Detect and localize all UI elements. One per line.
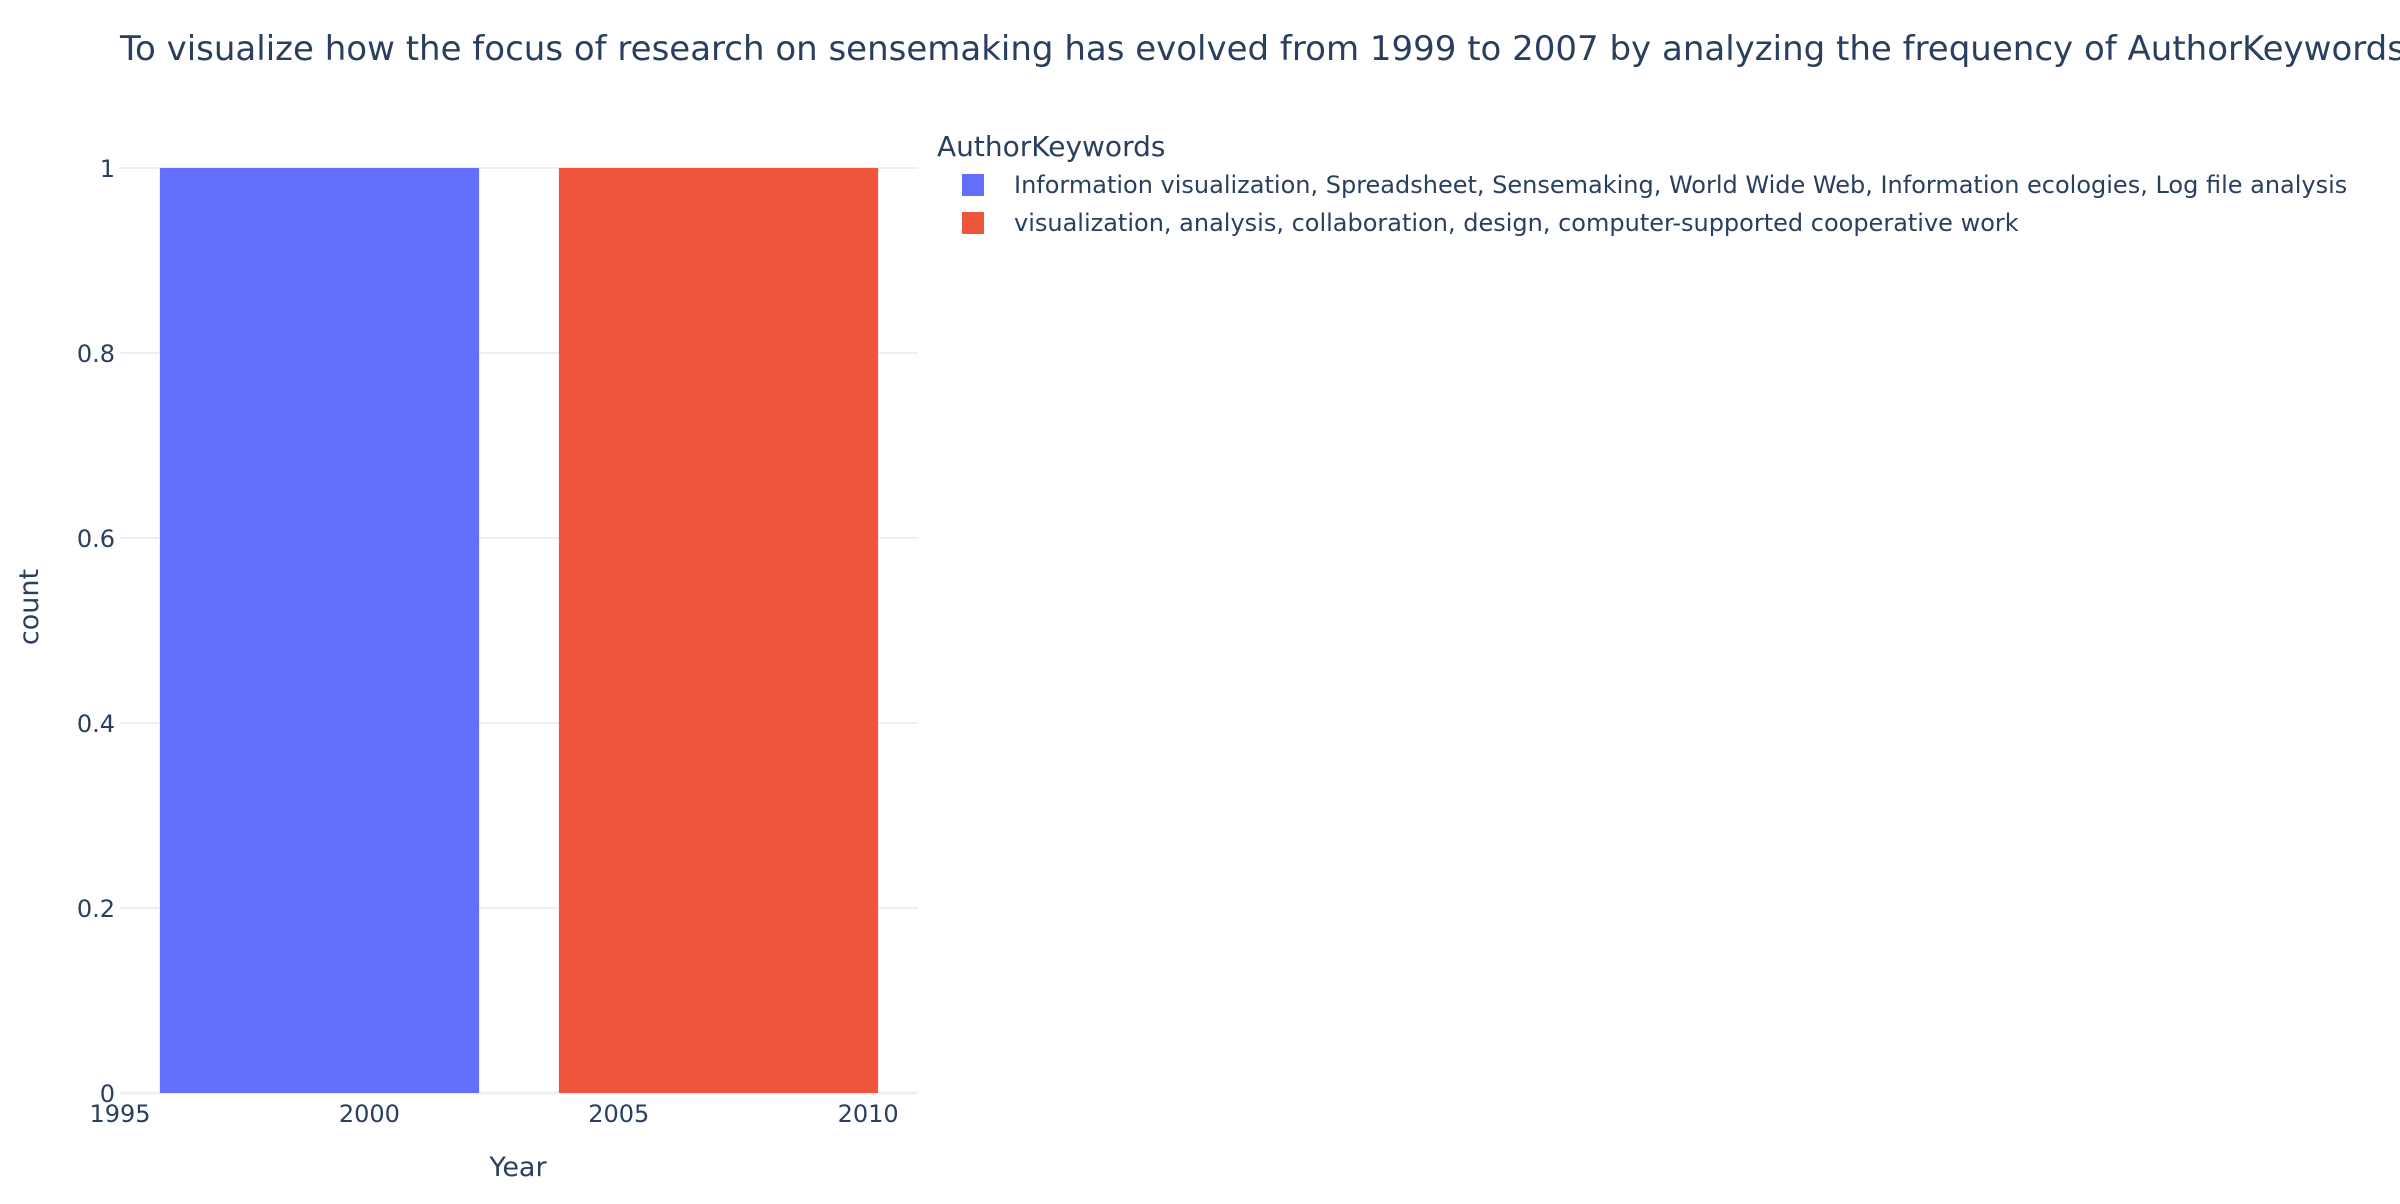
y-tick-label: 0.2 xyxy=(77,895,115,923)
y-axis-title: count xyxy=(14,569,45,645)
x-tick-label: 2000 xyxy=(339,1100,400,1128)
legend-swatch-2[interactable] xyxy=(962,212,984,234)
y-tick-label: 0.4 xyxy=(77,710,115,738)
legend-label-2[interactable]: visualization, analysis, collaboration, … xyxy=(1014,209,2019,237)
legend-label-1[interactable]: Information visualization, Spreadsheet, … xyxy=(1014,171,2347,199)
legend: AuthorKeywords Information visualization… xyxy=(937,130,2347,237)
x-tick-label: 2010 xyxy=(838,1100,899,1128)
y-tick-label: 0.6 xyxy=(77,525,115,553)
x-axis-title: Year xyxy=(488,1152,547,1183)
bar-series-1[interactable] xyxy=(160,168,479,1093)
y-tick-label: 1 xyxy=(100,155,115,183)
y-axis-ticks: 00.20.40.60.81 xyxy=(77,155,115,1108)
y-tick-label: 0.8 xyxy=(77,340,115,368)
legend-items: Information visualization, Spreadsheet, … xyxy=(962,171,2347,237)
x-axis-ticks: 1995 2000 2005 2010 xyxy=(89,1100,898,1128)
x-tick-label: 1995 xyxy=(89,1100,150,1128)
legend-title: AuthorKeywords xyxy=(937,130,1165,163)
legend-swatch-1[interactable] xyxy=(962,174,984,196)
bars xyxy=(160,168,878,1093)
x-tick-label: 2005 xyxy=(588,1100,649,1128)
chart-title: To visualize how the focus of research o… xyxy=(119,29,2400,69)
bar-series-2[interactable] xyxy=(559,168,878,1093)
